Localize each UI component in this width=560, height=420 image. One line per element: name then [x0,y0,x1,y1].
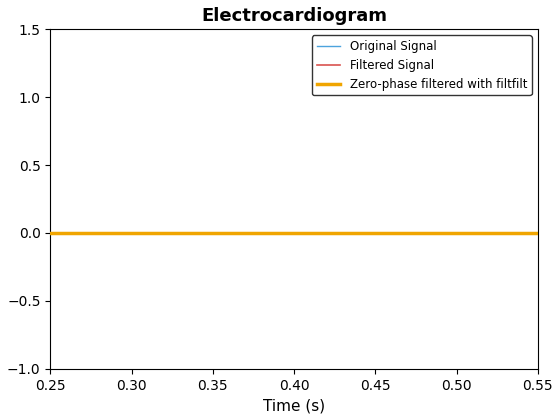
Zero-phase filtered with filtfilt [240,231,246,236]
Filtered Signal [47,231,54,236]
Zero-phase filtered with filtfilt [384,231,391,236]
Filtered Signal [302,231,309,236]
Original Signal [207,231,214,236]
Zero-phase filtered with filtfilt [302,231,309,236]
Original Signal [384,231,391,236]
Zero-phase filtered with filtfilt [47,231,54,236]
Filtered Signal [240,231,246,236]
Filtered Signal [207,231,214,236]
Zero-phase filtered with filtfilt [322,231,329,236]
Filtered Signal [322,231,329,236]
Filtered Signal [534,231,541,236]
Original Signal [449,231,456,236]
X-axis label: Time (s): Time (s) [263,398,325,413]
Filtered Signal [449,231,456,236]
Legend: Original Signal, Filtered Signal, Zero-phase filtered with filtfilt: Original Signal, Filtered Signal, Zero-p… [312,35,532,95]
Original Signal [47,231,54,236]
Zero-phase filtered with filtfilt [207,231,214,236]
Filtered Signal [384,231,391,236]
Original Signal [240,231,246,236]
Zero-phase filtered with filtfilt [534,231,541,236]
Original Signal [302,231,309,236]
Original Signal [322,231,329,236]
Original Signal [534,231,541,236]
Zero-phase filtered with filtfilt [449,231,456,236]
Title: Electrocardiogram: Electrocardiogram [201,7,387,25]
